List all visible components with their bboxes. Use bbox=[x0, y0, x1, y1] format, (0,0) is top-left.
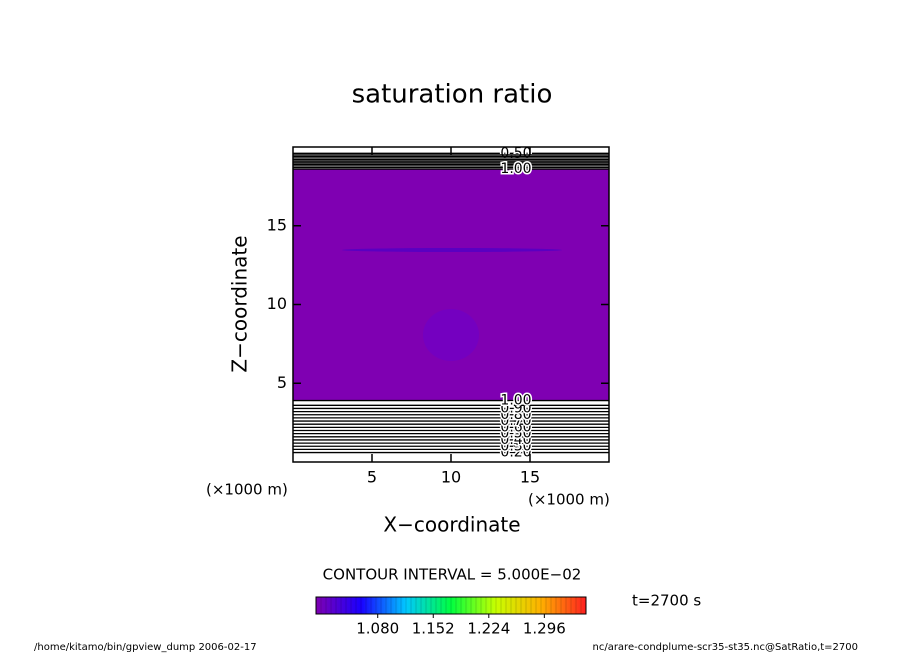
y-tick-label: 15 bbox=[267, 215, 287, 234]
x-tick-label: 15 bbox=[520, 468, 540, 487]
y-axis-label: Z−coordinate bbox=[228, 235, 252, 372]
contour-label: 1.00 bbox=[500, 393, 531, 409]
colorbar-tick-label: 1.152 bbox=[412, 620, 455, 638]
colorbar bbox=[315, 596, 587, 615]
contour-label: 0.50 bbox=[500, 426, 531, 442]
contour-label: 0.90 bbox=[500, 400, 531, 416]
contour-label: 0.30 bbox=[500, 438, 531, 454]
filled-region bbox=[293, 169, 609, 401]
colorbar-tick-label: 1.080 bbox=[356, 620, 399, 638]
y-unit: (×1000 m) bbox=[206, 481, 288, 499]
contour-label: 0.70 bbox=[500, 413, 531, 429]
contour-label: 0.40 bbox=[500, 432, 531, 448]
x-tick-label: 5 bbox=[367, 468, 377, 487]
footer-left: /home/kitamo/bin/gpview_dump 2006-02-17 bbox=[34, 642, 257, 653]
y-tick-label: 5 bbox=[277, 373, 287, 392]
contour-label: 0.20 bbox=[500, 445, 531, 461]
streak bbox=[342, 248, 562, 252]
contour-label: 0.60 bbox=[500, 419, 531, 435]
x-axis-label: X−coordinate bbox=[383, 513, 520, 537]
x-unit: (×1000 m) bbox=[528, 491, 610, 509]
y-tick-label: 10 bbox=[267, 294, 287, 313]
contour-label: 1.00 bbox=[500, 161, 531, 177]
plume bbox=[423, 309, 479, 361]
colorbar-tick-label: 1.224 bbox=[467, 620, 510, 638]
chart-title: saturation ratio bbox=[352, 80, 553, 110]
colorbar-tick-label: 1.296 bbox=[523, 620, 566, 638]
x-tick-label: 10 bbox=[441, 468, 461, 487]
contour-label: 0.80 bbox=[500, 407, 531, 423]
contour-interval: CONTOUR INTERVAL = 5.000E−02 bbox=[323, 566, 582, 584]
time-label: t=2700 s bbox=[632, 592, 701, 610]
footer-right: nc/arare-condplume-scr35-st35.nc@SatRati… bbox=[592, 642, 858, 653]
